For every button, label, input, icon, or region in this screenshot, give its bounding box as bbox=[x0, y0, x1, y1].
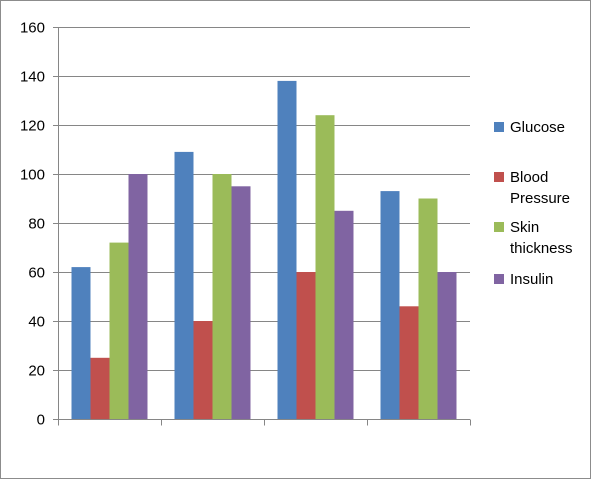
y-tick-label: 160 bbox=[20, 20, 45, 37]
y-tick-label: 140 bbox=[20, 69, 45, 86]
y-tick-label: 120 bbox=[20, 118, 45, 135]
bar-skin-thickness bbox=[109, 242, 129, 419]
bar-glucose bbox=[277, 80, 297, 420]
legend-label: Glucose bbox=[510, 119, 565, 136]
bar-blood-pressure bbox=[399, 306, 419, 419]
legend: Glucose Blood Pressure Skin thickness Insulin bbox=[494, 119, 573, 288]
legend-swatch bbox=[494, 222, 504, 232]
bar-skin-thickness bbox=[212, 174, 232, 419]
y-tick-label: 60 bbox=[28, 265, 45, 282]
y-tick-label: 40 bbox=[28, 314, 45, 331]
bar-insulin bbox=[437, 272, 457, 419]
bar-skin-thickness bbox=[418, 198, 438, 419]
bar-blood-pressure bbox=[193, 321, 213, 419]
bar-glucose bbox=[174, 151, 194, 419]
bar-insulin bbox=[128, 174, 148, 419]
legend-swatch bbox=[494, 274, 504, 284]
bar-glucose bbox=[71, 267, 91, 419]
bars bbox=[71, 80, 457, 420]
y-tick-label: 100 bbox=[20, 167, 45, 184]
legend-label: Blood Pressure bbox=[510, 169, 570, 207]
y-tick-label: 20 bbox=[28, 363, 45, 380]
y-tick-label: 80 bbox=[28, 216, 45, 233]
bar-insulin bbox=[334, 210, 354, 420]
bar-blood-pressure bbox=[90, 357, 110, 420]
axes bbox=[53, 27, 471, 426]
bar-blood-pressure bbox=[296, 272, 316, 419]
bar-insulin bbox=[231, 186, 251, 420]
legend-label: Skin thickness bbox=[510, 219, 573, 257]
bar-skin-thickness bbox=[315, 115, 335, 419]
legend-label: Insulin bbox=[510, 271, 553, 288]
y-tick-labels: 0 20 40 60 80 100 120 140 160 bbox=[20, 20, 45, 429]
y-tick-label: 0 bbox=[37, 412, 45, 429]
legend-swatch bbox=[494, 172, 504, 182]
legend-swatch bbox=[494, 122, 504, 132]
bar-glucose bbox=[380, 191, 400, 419]
